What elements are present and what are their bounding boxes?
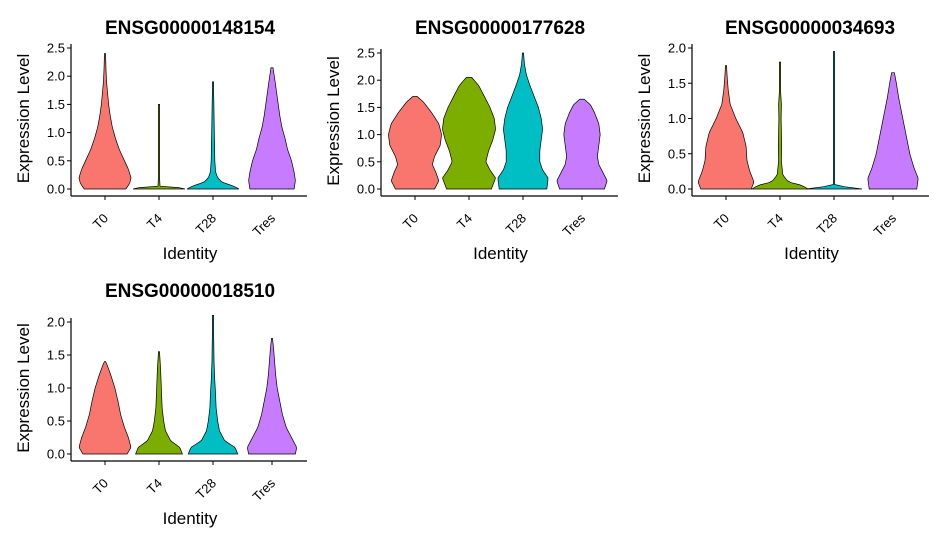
violin-tres (556, 98, 608, 190)
y-tick-label: 2.0 (47, 69, 65, 84)
violin-t28 (497, 52, 549, 190)
y-tick-label: 1.5 (357, 100, 375, 115)
x-axis-label: Identity (163, 244, 218, 263)
y-tick-label: 0.0 (357, 182, 375, 197)
x-tick-label: T0 (90, 211, 111, 232)
y-tick-label: 1.5 (47, 97, 65, 112)
chart-panel-1: ENSG00000148154 Expression Level Identity 0… (14, 18, 307, 263)
y-tick-label: 0.0 (668, 182, 686, 197)
violin-t4 (750, 61, 810, 190)
x-tick-label: T0 (400, 211, 421, 232)
violin-t4 (135, 351, 183, 455)
y-tick-label: 1.0 (47, 125, 65, 140)
y-tick-label: 0.0 (47, 182, 65, 197)
chart-title: ENSG00000148154 (105, 18, 276, 39)
chart-panel-2: ENSG00000177628 Expression Level Identity 0… (324, 18, 618, 263)
violin-t28 (186, 81, 240, 190)
y-tick-label: 0.0 (47, 447, 65, 462)
x-axis-label: Identity (473, 244, 528, 263)
x-tick-label: T28 (193, 476, 219, 502)
y-axis-label: Expression Level (14, 323, 33, 452)
violin-tres (247, 338, 297, 455)
y-tick-label: 1.5 (47, 348, 65, 363)
x-tick-label: T0 (90, 476, 111, 497)
x-tick-label: T0 (711, 211, 732, 232)
x-tick-label: T4 (765, 211, 786, 232)
y-tick-label: 2.5 (47, 41, 65, 56)
y-tick-label: 1.0 (668, 111, 686, 126)
violin-t28 (187, 315, 239, 455)
y-tick-label: 0.5 (357, 154, 375, 169)
violin-t28 (805, 51, 863, 190)
y-axis-label: Expression Level (324, 56, 343, 185)
x-axis-label: Identity (163, 509, 218, 528)
x-axis-label: Identity (784, 244, 839, 263)
chart-panel-4: ENSG00000018510 Expression Level Identity 0… (14, 281, 307, 528)
x-tick-label: Tres (249, 475, 278, 504)
y-tick-label: 1.0 (357, 127, 375, 142)
violin-t0 (697, 65, 755, 190)
x-tick-label: Tres (559, 210, 588, 239)
chart-panel-3: ENSG00000034693 Expression Level Identity 0… (635, 18, 929, 263)
violin-tres (867, 72, 919, 190)
x-tick-label: T4 (144, 211, 165, 232)
x-tick-label: T4 (454, 211, 475, 232)
x-tick-label: Tres (249, 210, 278, 239)
x-tick-label: T28 (503, 211, 529, 237)
y-tick-label: 0.5 (47, 153, 65, 168)
violin-t0 (78, 361, 132, 455)
chart-title: ENSG00000018510 (105, 281, 275, 302)
x-tick-label: T4 (144, 476, 165, 497)
violin-t0 (388, 96, 442, 190)
chart-title: ENSG00000034693 (725, 18, 895, 39)
y-tick-label: 1.0 (47, 381, 65, 396)
x-tick-label: T28 (814, 211, 840, 237)
chart-title: ENSG00000177628 (415, 18, 585, 39)
y-tick-label: 2.0 (357, 73, 375, 88)
x-tick-label: T28 (193, 211, 219, 237)
y-tick-label: 1.5 (668, 76, 686, 91)
y-tick-label: 2.0 (668, 41, 686, 56)
y-tick-label: 2.5 (357, 46, 375, 61)
y-axis-label: Expression Level (635, 54, 654, 183)
violin-t0 (78, 53, 132, 190)
violin-tres (248, 67, 296, 190)
y-tick-label: 2.0 (47, 315, 65, 330)
violin-t4 (132, 104, 186, 190)
y-tick-label: 0.5 (47, 414, 65, 429)
x-tick-label: Tres (870, 210, 899, 239)
y-axis-label: Expression Level (14, 54, 33, 183)
violin-t4 (442, 77, 496, 190)
y-tick-label: 0.5 (668, 146, 686, 161)
